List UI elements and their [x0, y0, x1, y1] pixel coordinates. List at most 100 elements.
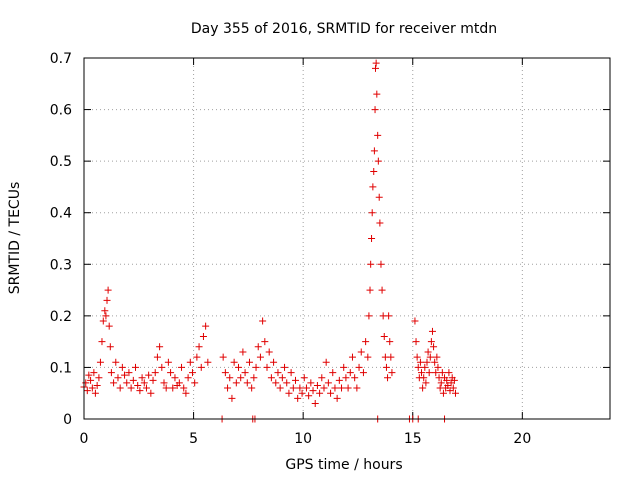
- data-point: [265, 348, 273, 356]
- data-point: [338, 384, 346, 392]
- data-point: [302, 384, 310, 392]
- data-point: [88, 384, 96, 392]
- data-point: [287, 369, 295, 377]
- data-point: [252, 363, 260, 371]
- data-point: [102, 312, 110, 320]
- data-point: [421, 363, 429, 371]
- data-point: [224, 384, 232, 392]
- data-point: [202, 322, 210, 330]
- data-point: [368, 209, 376, 217]
- data-point: [327, 389, 335, 397]
- data-point: [296, 384, 304, 392]
- data-point: [193, 353, 201, 361]
- data-point: [228, 394, 236, 402]
- y-tick-label: 0.4: [50, 206, 72, 222]
- data-point: [169, 384, 177, 392]
- data-point: [147, 389, 155, 397]
- data-point: [420, 374, 428, 382]
- data-point: [263, 363, 271, 371]
- data-point: [414, 363, 422, 371]
- data-point: [104, 286, 112, 294]
- data-point: [311, 400, 319, 408]
- data-point: [386, 338, 394, 346]
- data-point: [324, 379, 332, 387]
- data-point: [382, 363, 390, 371]
- data-point: [305, 392, 313, 400]
- data-point: [348, 353, 356, 361]
- data-point: [112, 358, 120, 366]
- x-tick-label: 0: [80, 431, 89, 447]
- data-point: [362, 338, 370, 346]
- data-point: [430, 343, 438, 351]
- data-point: [276, 384, 284, 392]
- data-point: [380, 332, 388, 340]
- data-point: [278, 374, 286, 382]
- data-point: [371, 106, 379, 114]
- data-point: [136, 387, 144, 395]
- data-point: [411, 317, 419, 325]
- data-point: [359, 369, 367, 377]
- data-point: [182, 389, 190, 397]
- data-point: [160, 379, 168, 387]
- chart-title: Day 355 of 2016, SRMTID for receiver mtd…: [191, 21, 497, 37]
- data-point: [416, 358, 424, 366]
- data-point: [99, 317, 107, 325]
- data-point: [272, 379, 280, 387]
- data-point: [320, 384, 328, 392]
- data-point: [329, 369, 337, 377]
- data-point: [132, 363, 140, 371]
- data-point: [184, 374, 192, 382]
- data-point: [344, 384, 352, 392]
- data-point: [232, 379, 240, 387]
- data-point: [365, 312, 373, 320]
- data-point: [153, 353, 161, 361]
- y-tick-label: 0.6: [50, 103, 72, 119]
- data-point: [103, 296, 111, 304]
- data-point: [106, 343, 114, 351]
- data-point: [340, 363, 348, 371]
- data-point: [121, 371, 129, 379]
- data-point: [162, 384, 170, 392]
- data-point: [101, 307, 109, 315]
- data-point: [237, 374, 245, 382]
- data-point: [367, 260, 375, 268]
- data-point: [373, 90, 381, 98]
- data-point: [281, 363, 289, 371]
- data-point: [384, 374, 392, 382]
- data-point: [355, 363, 363, 371]
- data-point: [197, 363, 205, 371]
- data-point: [374, 157, 382, 165]
- data-point: [274, 369, 282, 377]
- y-tick-label: 0.2: [50, 309, 72, 325]
- data-point: [294, 394, 302, 402]
- data-point: [129, 376, 137, 384]
- data-point: [422, 379, 430, 387]
- data-point: [431, 358, 439, 366]
- data-point: [259, 317, 267, 325]
- data-point: [291, 376, 299, 384]
- data-point: [370, 167, 378, 175]
- data-point: [96, 358, 104, 366]
- data-point: [156, 343, 164, 351]
- data-point: [451, 389, 459, 397]
- y-tick-label: 0: [63, 412, 72, 428]
- data-point: [239, 348, 247, 356]
- data-point: [372, 59, 380, 67]
- data-point: [149, 376, 157, 384]
- data-point: [140, 379, 148, 387]
- data-point: [250, 374, 258, 382]
- x-tick-label: 10: [294, 431, 312, 447]
- y-tick-label: 0.7: [50, 51, 72, 67]
- data-point: [164, 358, 172, 366]
- data-point: [378, 286, 386, 294]
- data-point: [127, 384, 135, 392]
- y-tick-label: 0.3: [50, 257, 72, 273]
- data-point: [388, 369, 396, 377]
- data-point: [412, 338, 420, 346]
- data-point: [443, 376, 451, 384]
- data-point: [171, 374, 179, 382]
- data-point: [445, 369, 453, 377]
- y-axis-label: SRMTID / TECUs: [7, 182, 23, 295]
- y-tick-label: 0.1: [50, 360, 72, 376]
